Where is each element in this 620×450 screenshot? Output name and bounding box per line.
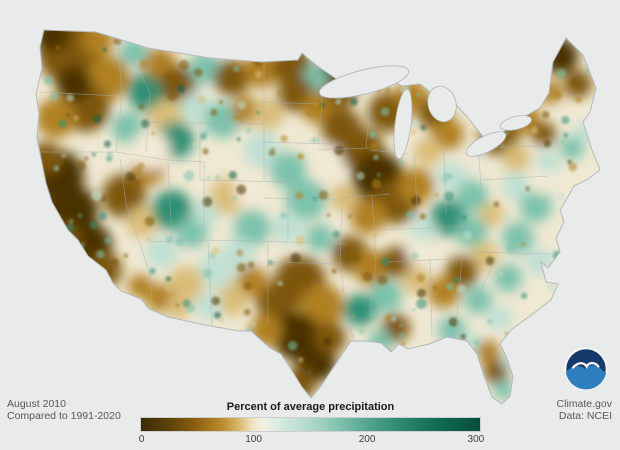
lake-michigan-icon [393, 88, 413, 160]
color-scale-legend: Percent of average precipitation 0 100 2… [138, 401, 484, 448]
legend-tick-labels: 0 100 200 300 [138, 434, 484, 448]
data-credit-label: Data: NCEI [558, 410, 612, 422]
color-scale-bar [140, 417, 481, 432]
map-baseline-label: Compared to 1991-2020 [7, 410, 121, 422]
noaa-logo-icon [564, 347, 608, 391]
legend-tick-0: 0 [138, 434, 145, 445]
legend-tick-100: 100 [245, 434, 262, 445]
lake-huron-icon [427, 85, 457, 123]
legend-tick-200: 200 [358, 434, 376, 445]
legend-title: Percent of average precipitation [226, 401, 395, 413]
lake-superior-icon [318, 65, 410, 99]
legend-tick-300: 300 [467, 434, 485, 445]
source-label: Climate.gov [556, 398, 612, 410]
lake-ontario-icon [500, 115, 532, 131]
map-period-label: August 2010 [7, 398, 66, 410]
lake-erie-icon [465, 131, 507, 157]
great-lakes [318, 65, 532, 160]
state-boundaries [38, 39, 551, 343]
